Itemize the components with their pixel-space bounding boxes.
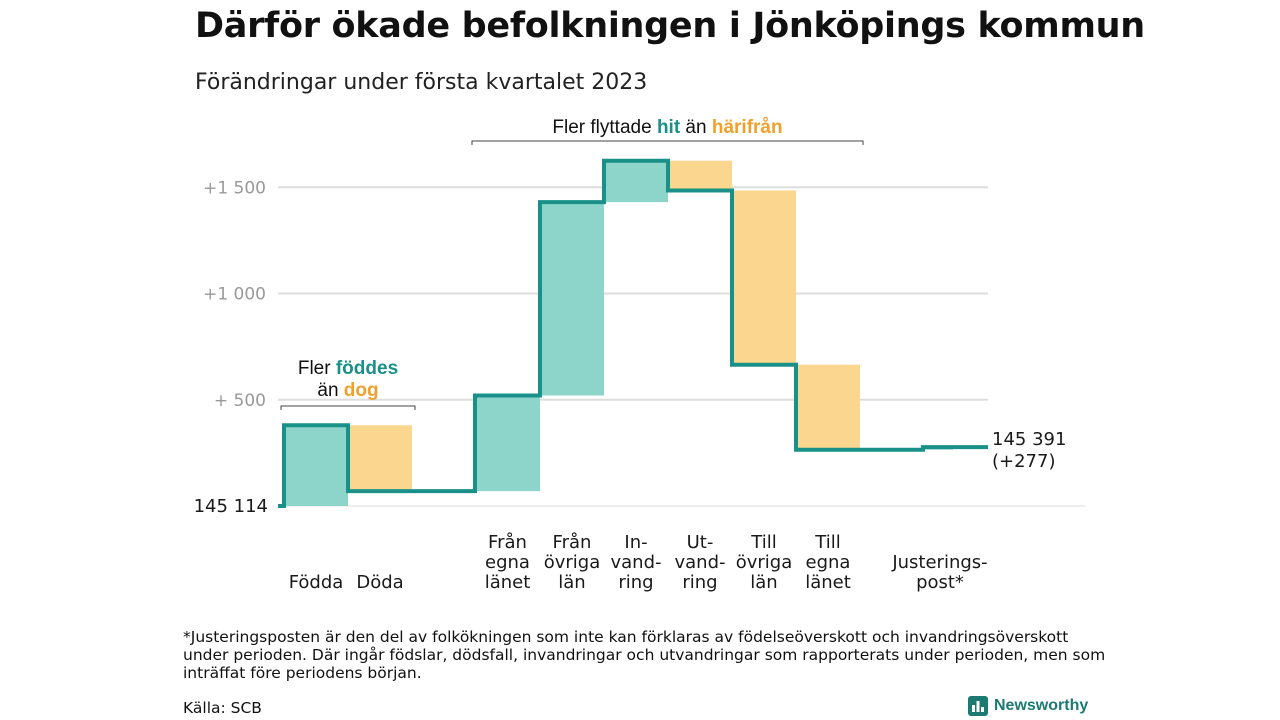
- x-category-label: länet: [805, 572, 851, 593]
- annotation-text: Fler föddes: [298, 358, 398, 379]
- annotation-text: Fler flyttade hit än härifrån: [552, 117, 782, 138]
- x-category-label: Födda: [289, 572, 344, 593]
- chart-subtitle: Förändringar under första kvartalet 2023: [195, 70, 648, 95]
- newsworthy-logo: Newsworthy: [968, 696, 1088, 716]
- x-category-label: vand-: [610, 552, 661, 573]
- x-category-label: övriga: [736, 552, 793, 573]
- x-category-label: Ut-: [687, 532, 714, 553]
- x-category-label: län: [558, 572, 585, 593]
- x-category-label: Till: [814, 532, 840, 553]
- y-tick-label: +1 000: [203, 285, 266, 305]
- logo-text: Newsworthy: [994, 697, 1089, 714]
- x-category-label: Från: [488, 532, 527, 553]
- chart-title: Därför ökade befolkningen i Jönköpings k…: [195, 6, 1145, 46]
- start-value-label: 145 114: [194, 496, 268, 517]
- waterfall-bar: [540, 202, 604, 396]
- x-category-label: egna: [806, 552, 851, 573]
- x-category-label: Justerings-: [891, 552, 987, 573]
- annotation-text: än dog: [317, 380, 378, 401]
- bar-chart-icon: [968, 696, 988, 716]
- waterfall-bar: [475, 395, 540, 492]
- running-total-line: [278, 158, 988, 508]
- x-category-label: vand-: [674, 552, 725, 573]
- end-value-label: 145 391: [992, 429, 1066, 450]
- waterfall-bar: [796, 364, 860, 450]
- waterfall-chart: + 500 +1 000 +1 500 145 114 145 391(+277) Föd…: [194, 117, 1085, 593]
- x-category-label: egna: [485, 552, 530, 573]
- footnote: *Justeringsposten är den del av folkökni…: [183, 628, 1106, 682]
- waterfall-bar: [284, 425, 348, 506]
- x-category-label: län: [750, 572, 777, 593]
- x-category-label: ring: [682, 572, 717, 593]
- x-category-label: Döda: [356, 572, 403, 593]
- annotation-bracket: [280, 405, 416, 410]
- x-category-label: ring: [618, 572, 653, 593]
- waterfall-bar: [348, 425, 412, 492]
- waterfall-bar: [604, 160, 668, 203]
- x-category-label: länet: [485, 572, 531, 593]
- waterfall-bar: [732, 190, 796, 365]
- x-category-label: In-: [624, 532, 647, 553]
- annotation-bracket: [471, 140, 864, 145]
- x-category-label: Till: [750, 532, 776, 553]
- x-category-label: Från: [553, 532, 592, 553]
- waterfall-bar: [668, 160, 732, 191]
- x-category-label: post*: [916, 572, 964, 593]
- y-tick-label: +1 500: [203, 178, 266, 198]
- source-label: Källa: SCB: [183, 699, 262, 717]
- end-change-label: (+277): [992, 451, 1055, 472]
- x-category-label: övriga: [544, 552, 601, 573]
- y-tick-label: + 500: [214, 391, 266, 411]
